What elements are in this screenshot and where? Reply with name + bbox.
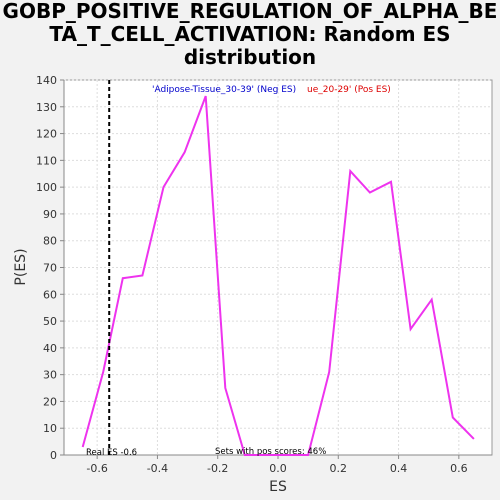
series-marks — [81, 80, 475, 456]
y-axis-label: P(ES) — [13, 248, 29, 285]
y-tick-label: 40 — [43, 342, 57, 355]
chart-title-line-1: GOBP_POSITIVE_REGULATION_OF_ALPHA_BE — [2, 0, 498, 23]
y-tick-label: 60 — [43, 288, 57, 301]
y-tick-label: 0 — [50, 449, 57, 462]
y-tick-label: 10 — [43, 422, 57, 435]
x-tick-label: 0.6 — [450, 462, 468, 475]
pos-es-label: ue_20-29' (Pos ES) — [307, 85, 391, 95]
y-tick-label: 20 — [43, 395, 57, 408]
real-es-label: Real ES -0.6 — [86, 448, 137, 458]
sets-pos-label: Sets with pos scores: 46% — [215, 447, 326, 457]
x-tick-label: 0.4 — [390, 462, 408, 475]
neg-es-label: 'Adipose-Tissue_30-39' (Neg ES) — [152, 85, 296, 95]
y-tick-label: 100 — [36, 181, 57, 194]
x-axis-label: ES — [269, 479, 287, 495]
y-tick-label: 50 — [43, 315, 57, 328]
y-tick-label: 140 — [36, 74, 57, 87]
chart-title: GOBP_POSITIVE_REGULATION_OF_ALPHA_BE TA_… — [0, 0, 500, 69]
y-tick-label: 110 — [36, 154, 57, 167]
x-tick-label: 0.0 — [269, 462, 287, 475]
y-tick-label: 30 — [43, 369, 57, 382]
grid — [64, 79, 492, 456]
y-tick-label: 80 — [43, 235, 57, 248]
y-tick-label: 120 — [36, 128, 57, 141]
y-tick-label: 130 — [36, 101, 57, 114]
y-tick-label: 90 — [43, 208, 57, 221]
series-line — [81, 95, 475, 456]
x-tick-label: 0.2 — [330, 462, 348, 475]
chart-title-line-3: distribution — [183, 45, 317, 69]
chart-title-line-2: TA_T_CELL_ACTIVATION: Random ES — [49, 22, 451, 46]
x-tick-label: -0.2 — [207, 462, 228, 475]
x-tick-label: -0.4 — [147, 462, 168, 475]
chart-labels: P(ES) ES 'Adipose-Tissue_30-39' (Neg ES)… — [13, 85, 391, 495]
y-tick-label: 70 — [43, 262, 57, 275]
x-tick-label: -0.6 — [86, 462, 107, 475]
